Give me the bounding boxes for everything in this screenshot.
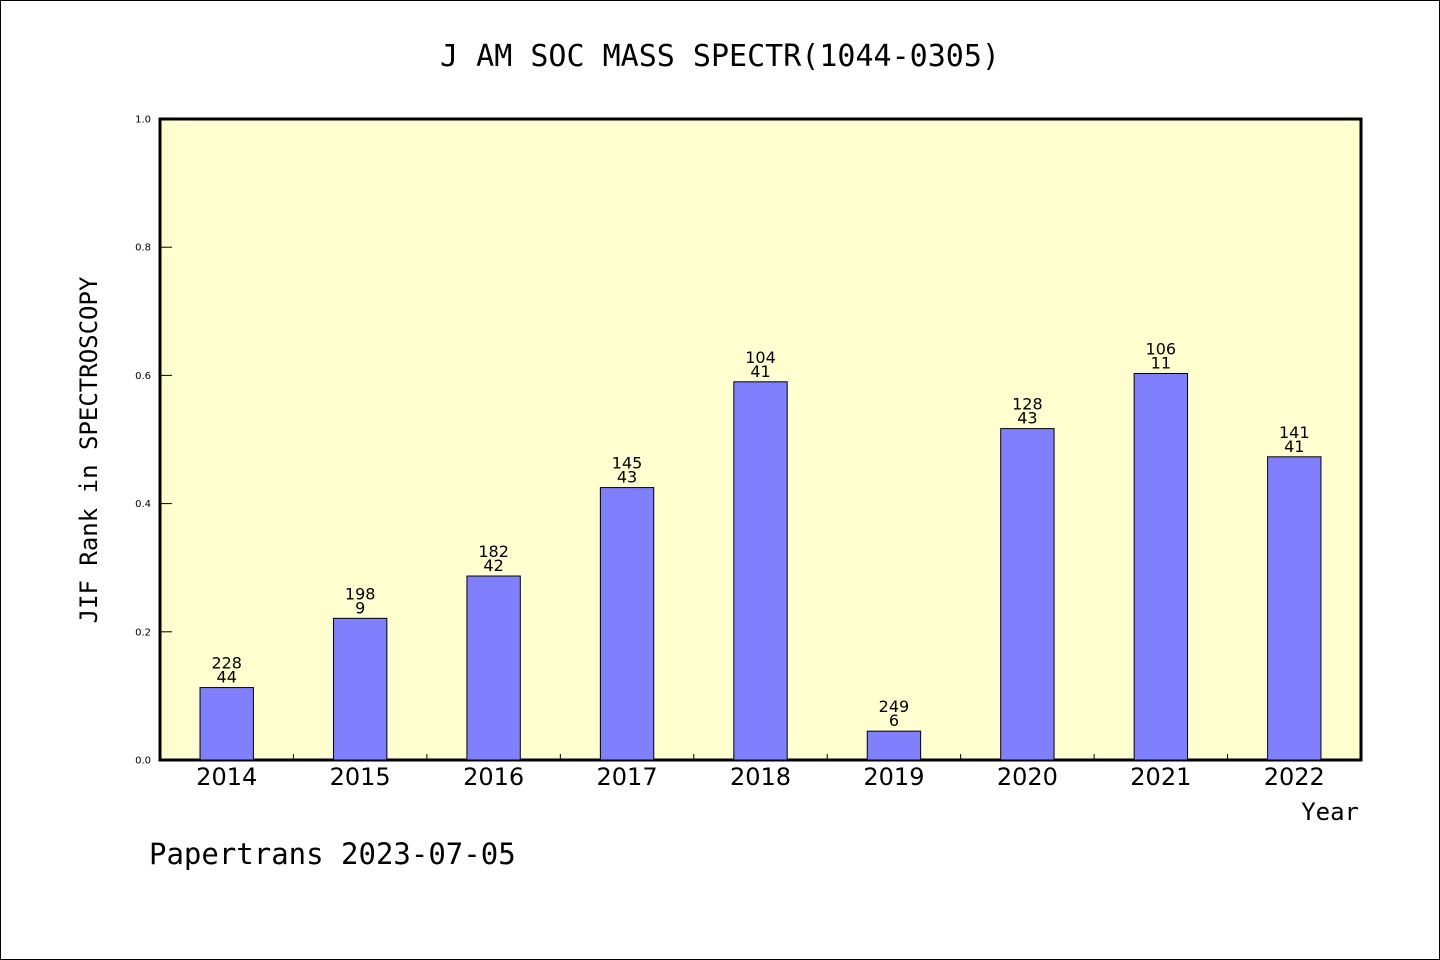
bar-chart: J AM SOC MASS SPECTR(1044-0305) JIF Rank…: [0, 0, 1440, 960]
bar-label-bottom: 43: [617, 468, 637, 487]
x-tick-label: 2017: [597, 763, 658, 791]
bar-label-bottom: 6: [889, 711, 899, 730]
y-tick-label: 0.2: [135, 627, 151, 638]
bar-label-bottom: 44: [217, 668, 237, 687]
y-tick-label: 0.0: [135, 756, 151, 767]
bar-2021: [1134, 373, 1187, 760]
bar-label-bottom: 11: [1151, 353, 1171, 372]
x-tick-label: 2018: [730, 763, 791, 791]
y-axis-label: JIF Rank in SPECTROSCOPY: [75, 276, 103, 623]
y-tick-label: 0.8: [135, 243, 151, 254]
bar-2014: [200, 688, 253, 760]
y-tick-label: 0.6: [135, 371, 151, 382]
bar-label-bottom: 42: [483, 556, 503, 575]
x-tick-label: 2016: [463, 763, 524, 791]
bar-2022: [1268, 457, 1321, 760]
x-tick-label: 2014: [196, 763, 257, 791]
y-tick-label: 0.4: [135, 499, 151, 510]
chart-title: J AM SOC MASS SPECTR(1044-0305): [440, 39, 1000, 74]
bar-2015: [333, 618, 386, 760]
bar-label-bottom: 41: [1284, 437, 1304, 456]
x-tick-label: 2021: [1130, 763, 1191, 791]
bar-2020: [1001, 429, 1054, 760]
footer-text: Papertrans 2023-07-05: [149, 837, 516, 871]
x-tick-label: 2020: [997, 763, 1058, 791]
x-tick-label: 2019: [863, 763, 924, 791]
bar-2018: [734, 382, 787, 760]
bar-label-bottom: 41: [750, 362, 770, 381]
x-axis-label: Year: [1301, 798, 1359, 826]
bar-label-bottom: 9: [355, 598, 365, 617]
x-tick-label: 2022: [1264, 763, 1325, 791]
y-tick-label: 1.0: [135, 115, 151, 126]
bar-2017: [600, 488, 653, 760]
x-tick-label: 2015: [330, 763, 391, 791]
bar-2016: [467, 576, 520, 760]
bar-2019: [867, 731, 920, 760]
bar-label-bottom: 43: [1017, 409, 1037, 428]
